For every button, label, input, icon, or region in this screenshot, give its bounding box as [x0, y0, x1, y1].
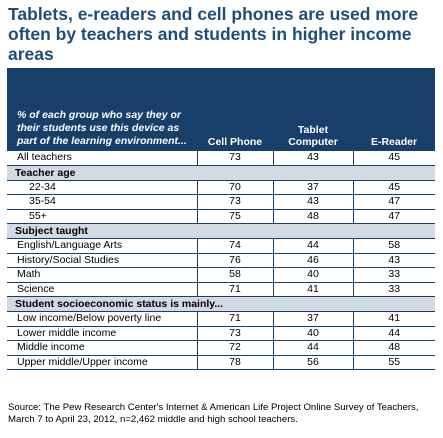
value-cell-cell-phone: 58 — [196, 267, 273, 283]
value-cell-tablet-computer: 46 — [272, 253, 353, 268]
table-row: All teachers 73 43 45 — [7, 151, 435, 166]
table-row: Middle income 72 44 48 — [7, 340, 435, 356]
value-cell-tablet-computer: 44 — [272, 238, 353, 254]
value-cell-e-reader: 55 — [352, 355, 435, 370]
value-cell-cell-phone: 74 — [196, 238, 273, 254]
row-label: Low income/Below poverty line — [7, 311, 197, 327]
value-cell-tablet-computer: 48 — [272, 209, 353, 224]
value-cell-cell-phone: 75 — [196, 209, 273, 224]
value-cell-tablet-computer: 56 — [272, 355, 353, 370]
value-cell-e-reader: 41 — [352, 311, 435, 327]
table-row: Low income/Below poverty line 71 37 41 — [7, 311, 435, 327]
value-cell-tablet-computer: 37 — [272, 180, 353, 195]
value-cell-e-reader: 47 — [352, 194, 435, 210]
value-cell-e-reader: 33 — [352, 282, 435, 297]
value-cell-tablet-computer: 43 — [272, 194, 353, 210]
table-description: % of each group who say they or their st… — [7, 68, 197, 151]
value-cell-e-reader: 47 — [352, 209, 435, 224]
value-cell-tablet-computer: 44 — [272, 340, 353, 356]
table-header-row: % of each group who say they or their st… — [7, 68, 435, 151]
row-label: Lower middle income — [7, 326, 197, 341]
value-cell-e-reader: 45 — [352, 180, 435, 195]
value-cell-cell-phone: 72 — [196, 340, 273, 356]
value-cell-tablet-computer: 40 — [272, 267, 353, 283]
chart-title: Tablets, e-readers and cell phones are u… — [8, 4, 419, 64]
source-note: Source: The Pew Research Center's Intern… — [8, 402, 419, 425]
data-table: % of each group who say they or their st… — [7, 68, 435, 370]
value-cell-cell-phone: 73 — [196, 151, 273, 166]
row-label: English/Language Arts — [7, 238, 197, 254]
value-cell-tablet-computer: 40 — [272, 326, 353, 341]
section-header-label: Subject taught — [7, 223, 435, 239]
row-label: Upper middle/Upper income — [7, 355, 197, 370]
column-header-tablet-computer: Tablet Computer — [273, 68, 353, 151]
section-header-label: Student socioeconomic status is mainly..… — [7, 296, 435, 312]
value-cell-cell-phone: 73 — [196, 326, 273, 341]
section-header-label: Teacher age — [7, 165, 435, 181]
row-label: 55+ — [7, 209, 197, 224]
row-label: History/Social Studies — [7, 253, 197, 268]
table-row: History/Social Studies 76 46 43 — [7, 253, 435, 268]
value-cell-e-reader: 33 — [352, 267, 435, 283]
value-cell-cell-phone: 71 — [196, 282, 273, 297]
table-row: 55+ 75 48 47 — [7, 209, 435, 224]
value-cell-e-reader: 45 — [352, 151, 435, 166]
table-row: 35-54 73 43 47 — [7, 194, 435, 210]
value-cell-e-reader: 44 — [352, 326, 435, 341]
row-label: All teachers — [7, 151, 197, 166]
value-cell-cell-phone: 70 — [196, 180, 273, 195]
value-cell-cell-phone: 78 — [196, 355, 273, 370]
value-cell-e-reader: 43 — [352, 253, 435, 268]
column-header-e-reader: E-Reader — [353, 68, 435, 151]
table-row: Science 71 41 33 — [7, 282, 435, 297]
value-cell-e-reader: 58 — [352, 238, 435, 254]
table-row: Upper middle/Upper income 78 56 55 — [7, 355, 435, 370]
row-label: Middle income — [7, 340, 197, 356]
row-label: 22-34 — [7, 180, 197, 195]
value-cell-cell-phone: 76 — [196, 253, 273, 268]
section-header-row: Student socioeconomic status is mainly..… — [7, 296, 435, 312]
value-cell-e-reader: 48 — [352, 340, 435, 356]
section-header-row: Teacher age — [7, 165, 435, 181]
section-header-row: Subject taught — [7, 223, 435, 239]
table-row: 22-34 70 37 45 — [7, 180, 435, 195]
row-label: Science — [7, 282, 197, 297]
value-cell-tablet-computer: 41 — [272, 282, 353, 297]
table-body: All teachers 73 43 45 Teacher age 22-34 70 37 45… — [7, 151, 435, 370]
table-row: English/Language Arts 74 44 58 — [7, 238, 435, 254]
row-label: Math — [7, 267, 197, 283]
row-label: 35-54 — [7, 194, 197, 210]
value-cell-tablet-computer: 43 — [272, 151, 353, 166]
value-cell-tablet-computer: 37 — [272, 311, 353, 327]
table-row: Math 58 40 33 — [7, 267, 435, 283]
value-cell-cell-phone: 71 — [196, 311, 273, 327]
value-cell-cell-phone: 73 — [196, 194, 273, 210]
column-header-cell-phone: Cell Phone — [197, 68, 273, 151]
table-row: Lower middle income 73 40 44 — [7, 326, 435, 341]
